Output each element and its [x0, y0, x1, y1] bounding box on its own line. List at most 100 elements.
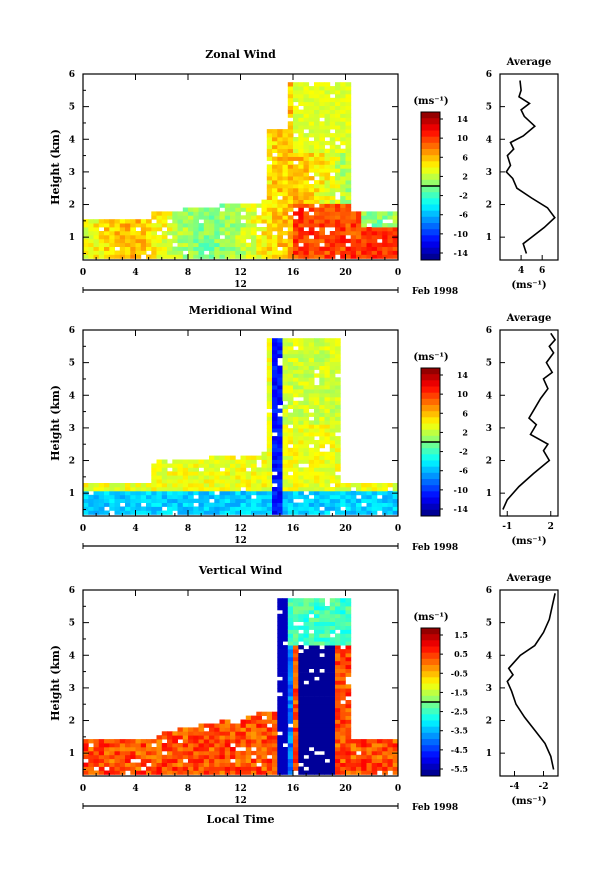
heatmap-cell [172, 758, 178, 763]
heatmap-cell [340, 664, 346, 669]
heatmap-cell [293, 152, 299, 157]
heatmap-cell [287, 672, 294, 677]
heatmap-cell [156, 735, 163, 740]
heatmap-cell [130, 750, 136, 756]
heatmap-cell [366, 498, 373, 503]
heatmap-cell [245, 727, 252, 732]
heatmap-cell [203, 219, 210, 224]
y-tick-label: 6 [69, 586, 75, 596]
heatmap-cell [382, 747, 388, 752]
heatmap-cell [277, 219, 283, 224]
heatmap-cell [272, 479, 278, 484]
heatmap-cell [398, 215, 404, 219]
heatmap-cell [182, 754, 189, 760]
colorbar-swatch [421, 503, 440, 511]
heatmap-cell [340, 680, 346, 685]
heatmap-cell [298, 101, 304, 106]
heatmap-cell [308, 105, 315, 110]
heatmap-cell [361, 758, 367, 763]
heatmap-cell [303, 195, 310, 200]
heatmap-cell [266, 140, 273, 146]
heatmap-cell [319, 451, 325, 456]
heatmap-cell [329, 416, 336, 421]
heatmap-cell [308, 199, 315, 204]
heatmap-cell [240, 234, 247, 240]
heatmap-cell [377, 747, 383, 752]
colorbar-unit: (ms⁻¹) [413, 352, 448, 363]
heatmap-cell [261, 750, 268, 756]
heatmap-cell [125, 506, 131, 511]
heatmap-cell [256, 498, 262, 503]
heatmap-cell [298, 86, 304, 91]
heatmap-cell [293, 641, 299, 646]
heatmap-cell [314, 467, 320, 472]
heatmap-cell [324, 117, 331, 122]
heatmap-cell [151, 506, 157, 511]
heatmap-cell [293, 762, 299, 767]
heatmap-cell [156, 459, 163, 464]
heatmap-cell [230, 479, 236, 484]
heatmap-cell [135, 766, 142, 771]
heatmap-cell [203, 246, 210, 251]
heatmap-cell [356, 510, 362, 515]
heatmap-cell [324, 621, 331, 626]
heatmap-cell [350, 494, 357, 500]
heatmap-cell [303, 467, 310, 472]
heatmap-cell [272, 180, 278, 185]
heatmap-cell [335, 502, 341, 507]
heatmap-cell [209, 747, 215, 752]
heatmap-cell [319, 613, 325, 619]
heatmap-cell [345, 649, 352, 654]
heatmap-cell [266, 510, 273, 515]
heatmap-cell [240, 246, 247, 251]
heatmap-cell [329, 715, 336, 720]
heatmap-cell [240, 743, 247, 748]
heatmap-cell [340, 140, 346, 146]
heatmap-cell [277, 180, 283, 185]
heatmap-cell [324, 389, 331, 394]
heatmap-cell [146, 510, 152, 515]
heatmap-cell [340, 613, 346, 619]
heatmap-cell [240, 506, 247, 511]
heatmap-cell [98, 750, 105, 756]
heatmap-cell [345, 156, 352, 161]
heatmap-cell [314, 606, 320, 611]
heatmap-cell [345, 498, 352, 503]
heatmap-cell [256, 731, 262, 736]
heatmap-cell [366, 766, 373, 771]
heatmap-cell [308, 109, 315, 114]
heatmap-cell [172, 475, 178, 480]
heatmap-cell [182, 219, 189, 224]
heatmap-cell [340, 250, 346, 255]
heatmap-cell [293, 475, 299, 480]
heatmap-cell [298, 637, 304, 642]
heatmap-cell [298, 479, 304, 484]
heatmap-cell [324, 365, 331, 370]
heatmap-cell [324, 762, 331, 767]
heatmap-cell [371, 510, 378, 515]
heatmap-cell [140, 754, 147, 760]
heatmap-cell [345, 762, 352, 767]
heatmap-cell [324, 739, 331, 744]
heatmap-cell [382, 250, 388, 255]
heatmap-cell [356, 754, 362, 760]
heatmap-cell [303, 408, 310, 413]
heatmap-cell [240, 238, 247, 244]
heatmap-cell [161, 467, 168, 472]
heatmap-cell [266, 396, 273, 402]
heatmap-cell [151, 227, 157, 232]
heatmap-cell [209, 211, 215, 216]
heatmap-cell [335, 164, 341, 169]
heatmap-cell [314, 471, 320, 476]
heatmap-cell [277, 467, 283, 472]
heatmap-cell [251, 506, 257, 511]
heatmap-cell [188, 735, 194, 740]
heatmap-cell [335, 152, 341, 157]
heatmap-cell [324, 211, 331, 216]
heatmap-cell [224, 231, 231, 236]
heatmap-cell [324, 180, 331, 185]
heatmap-cell [324, 223, 331, 228]
heatmap-cell [387, 739, 394, 744]
heatmap-cell [392, 770, 398, 775]
heatmap-cell [324, 396, 331, 402]
